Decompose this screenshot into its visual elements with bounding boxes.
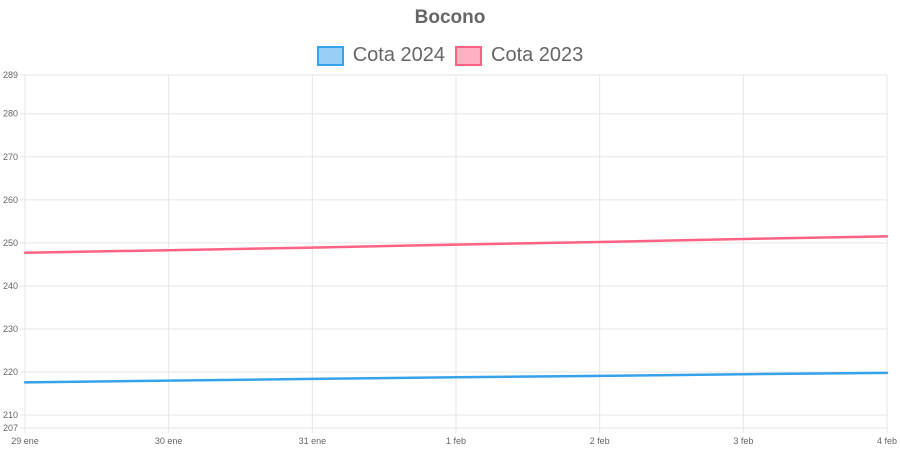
- legend-item-cota-2023[interactable]: Cota 2023: [455, 44, 583, 67]
- y-tick-label-210: 210: [3, 410, 18, 420]
- series-line-cota-2023: [23, 235, 889, 255]
- y-tick-label-230: 230: [3, 324, 18, 334]
- y-tick-label-207: 207: [3, 423, 18, 433]
- legend-swatch-cota-2024: [316, 45, 344, 66]
- x-tick-label-29-ene: 29 ene: [11, 436, 39, 446]
- y-tick-label-260: 260: [3, 195, 18, 205]
- x-tick-label-31-ene: 31 ene: [299, 436, 327, 446]
- y-tick-label-280: 280: [3, 109, 18, 119]
- legend-item-cota-2024[interactable]: Cota 2024: [316, 44, 445, 67]
- y-tick-label-289: 289: [3, 70, 18, 80]
- chart-legend: Cota 2024 Cota 2023: [0, 44, 900, 67]
- x-tick-label-2-feb: 2 feb: [590, 436, 610, 446]
- legend-swatch-cota-2023: [455, 45, 482, 66]
- legend-label-cota-2023: Cota 2023: [491, 44, 584, 66]
- chart-title: Bocono: [414, 7, 486, 28]
- x-tick-label-4-feb: 4 feb: [877, 436, 897, 446]
- y-tick-label-270: 270: [3, 152, 18, 162]
- legend-label-cota-2024: Cota 2024: [352, 44, 445, 66]
- x-tick-label-3-feb: 3 feb: [733, 436, 753, 446]
- y-tick-label-220: 220: [3, 367, 18, 377]
- x-tick-label-30-ene: 30 ene: [155, 436, 183, 446]
- x-tick-label-1-feb: 1 feb: [446, 436, 466, 446]
- y-tick-label-250: 250: [3, 238, 18, 248]
- y-tick-label-240: 240: [3, 281, 18, 291]
